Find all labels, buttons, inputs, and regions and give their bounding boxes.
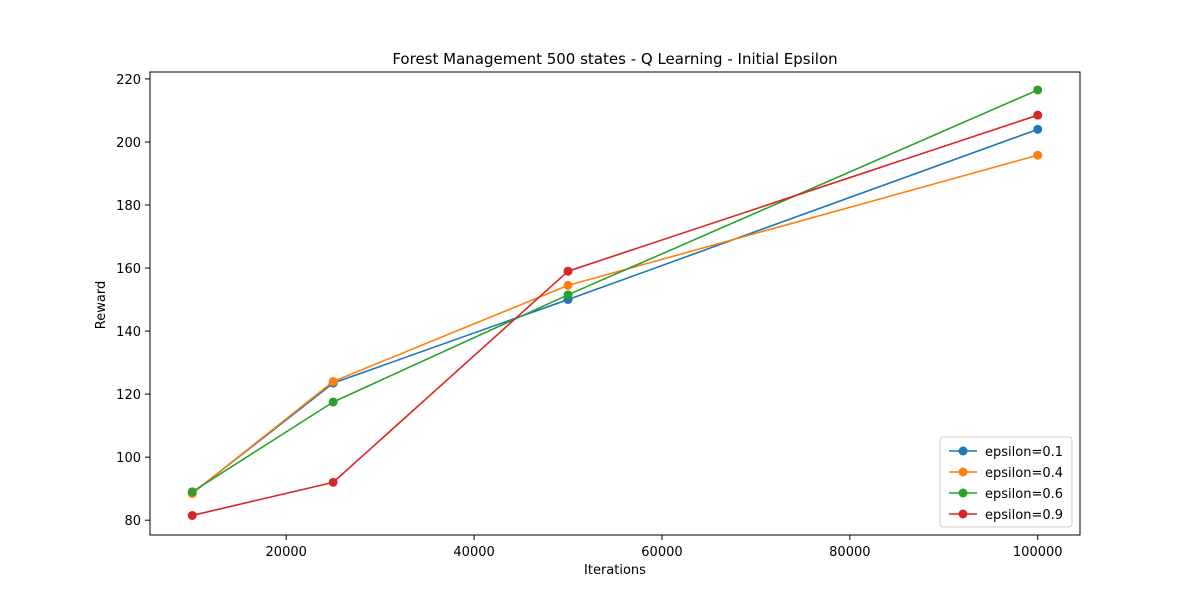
x-tick-label: 20000 (266, 545, 307, 560)
legend-item: epsilon=0.1 (949, 445, 1063, 460)
series-line (191, 154, 1038, 495)
x-tick-label: 40000 (453, 545, 494, 560)
y-tick-label: 220 (116, 73, 141, 88)
legend: epsilon=0.1 epsilon=0.4 epsilon=0.6 epsilon… (939, 436, 1073, 528)
legend-swatch-marker (958, 446, 968, 456)
data-point (563, 266, 573, 276)
y-axis-label: Reward (94, 281, 109, 329)
data-point (328, 477, 338, 487)
series-epsilon-0-9 (187, 110, 1043, 520)
x-axis-label: Iterations (584, 563, 646, 578)
legend-label: epsilon=0.4 (985, 466, 1063, 481)
data-point (1033, 150, 1043, 160)
data-point (328, 397, 338, 407)
legend-label: epsilon=0.9 (985, 508, 1063, 523)
data-point (1033, 110, 1043, 120)
legend-swatch-marker (958, 509, 968, 519)
data-point (1033, 124, 1043, 134)
legend-swatch-marker (958, 488, 968, 498)
legend-swatch-marker (958, 467, 968, 477)
data-point (1033, 85, 1043, 95)
y-tick-label: 80 (124, 514, 141, 529)
legend-label: epsilon=0.6 (985, 487, 1063, 502)
y-tick-label: 200 (116, 136, 141, 151)
data-point (563, 280, 573, 290)
legend-item: epsilon=0.9 (949, 508, 1063, 523)
chart-title: Forest Management 500 states - Q Learnin… (392, 50, 837, 68)
data-point (328, 377, 338, 387)
data-point (187, 510, 197, 520)
y-tick-label: 160 (116, 262, 141, 277)
y-tick-label: 100 (116, 451, 141, 466)
x-tick-label: 100000 (1013, 545, 1063, 560)
y-tick-label: 120 (116, 388, 141, 403)
legend-box (939, 436, 1073, 528)
y-tick-label: 180 (116, 199, 141, 214)
y-tick-label: 140 (116, 325, 141, 340)
x-tick-label: 80000 (829, 545, 870, 560)
legend-item: epsilon=0.6 (949, 487, 1063, 502)
plot-area: 20000 40000 60000 80000 100000 80 100 120 140 160… (116, 71, 1081, 560)
series-line (192, 114, 1038, 517)
legend-item: epsilon=0.4 (949, 466, 1063, 481)
x-tick-label: 60000 (641, 545, 682, 560)
data-point (563, 290, 573, 300)
axes-frame (149, 71, 1081, 536)
legend-label: epsilon=0.1 (985, 445, 1063, 460)
data-point (187, 487, 197, 497)
